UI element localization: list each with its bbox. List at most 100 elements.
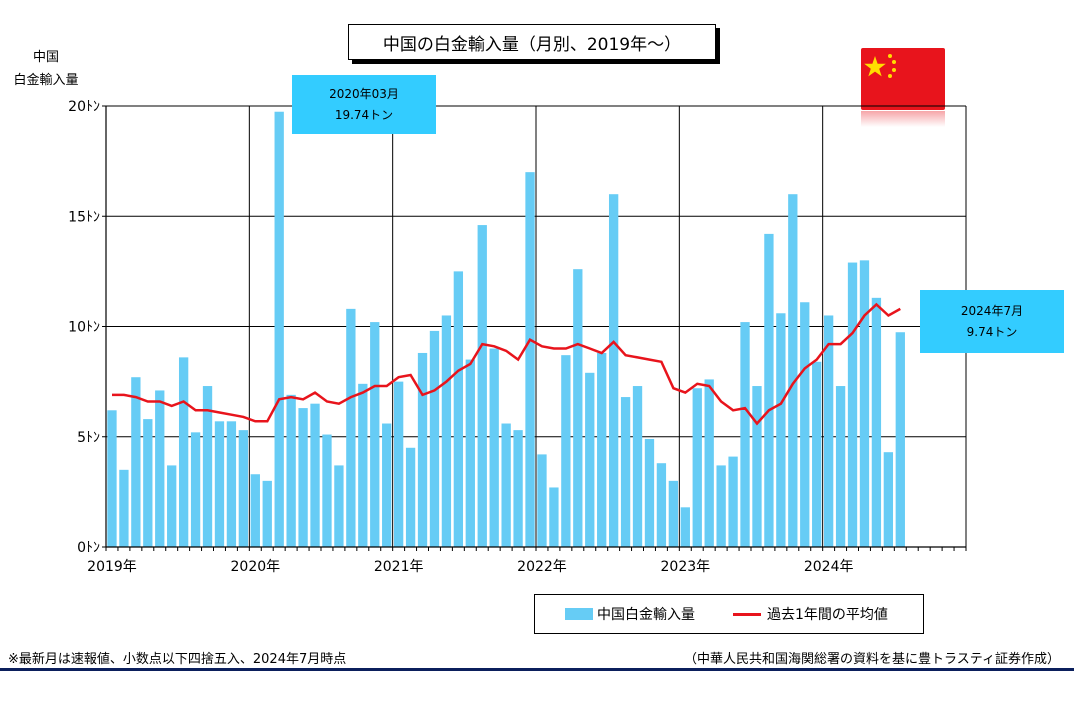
bar-43: [620, 397, 631, 547]
bar-50: [704, 379, 714, 547]
bar-57: [788, 194, 798, 547]
y-tick-labels: 0ﾄﾝ 5ﾄﾝ 10ﾄﾝ 15ﾄﾝ 20ﾄﾝ: [68, 99, 100, 556]
bar-4: [155, 390, 165, 547]
bar-45: [644, 438, 655, 547]
footnote: ※最新月は速報値、小数点以下四捨五入、2024年7月時点: [8, 652, 347, 667]
x-tick-label-0: 2019年: [87, 559, 137, 575]
bar-65: [883, 452, 894, 547]
y-tick-label-4: 20ﾄﾝ: [68, 99, 100, 115]
bar-53: [740, 322, 750, 547]
chart-legend: 中国白金輸入量 過去1年間の平均値: [534, 594, 924, 634]
flag-reflection: [861, 111, 945, 127]
x-tick-label-1: 2020年: [231, 559, 281, 575]
bottom-rule: [0, 668, 1074, 671]
callout-2020-03: 2020年03月 19.74トン: [292, 75, 436, 134]
bar-1: [119, 469, 129, 547]
bar-13: [262, 480, 272, 547]
chart-title: 中国の白金輸入量（月別、2019年～）: [348, 24, 716, 60]
bar-52: [728, 456, 738, 547]
bar-59: [812, 361, 822, 547]
bar-46: [656, 463, 667, 547]
bar-41: [597, 352, 607, 547]
legend-line-label: 過去1年間の平均値: [767, 607, 888, 623]
bar-58: [800, 302, 810, 547]
bar-66: [895, 332, 905, 547]
bar-36: [537, 454, 547, 547]
bar-10: [226, 421, 237, 547]
bar-series: [107, 111, 905, 547]
bar-23: [382, 423, 392, 547]
bar-22: [370, 322, 380, 547]
y-tick-label-2: 10ﾄﾝ: [68, 320, 100, 336]
x-tick-labels: 2019年 2020年 2021年 2022年 2023年 2024年: [87, 559, 853, 575]
bar-18: [322, 434, 332, 547]
bar-31: [477, 225, 487, 547]
bar-38: [561, 355, 571, 547]
y-tick-label-0: 0ﾄﾝ: [77, 540, 100, 556]
bar-34: [513, 430, 523, 547]
callout-2024-07-value: 9.74トン: [966, 324, 1018, 339]
bar-51: [716, 465, 726, 547]
bar-27: [429, 330, 440, 547]
bar-15: [286, 394, 296, 547]
legend-line-swatch: [733, 612, 761, 616]
bar-17: [310, 403, 320, 547]
bar-40: [585, 372, 595, 547]
legend-bar-label: 中国白金輸入量: [597, 607, 695, 623]
bar-28: [441, 315, 452, 547]
bar-25: [405, 447, 416, 547]
bar-44: [632, 386, 643, 547]
callout-2020-03-date: 2020年03月: [329, 86, 399, 101]
bar-60: [823, 315, 834, 547]
china-flag-icon: [861, 48, 945, 110]
bar-35: [525, 172, 535, 547]
bar-42: [608, 194, 619, 547]
y-tick-label-1: 5ﾄﾝ: [77, 430, 100, 446]
bar-20: [346, 308, 356, 547]
source-note: （中華人民共和国海関総署の資料を基に豊トラスティ証券作成）: [684, 652, 1060, 667]
legend-bar-swatch: [565, 608, 593, 620]
bar-61: [835, 386, 846, 547]
bar-64: [871, 297, 882, 547]
bar-37: [549, 487, 559, 547]
callout-2024-07-date: 2024年7月: [960, 303, 1024, 318]
average-line: [112, 302, 901, 426]
bar-9: [214, 421, 225, 547]
bar-0: [107, 410, 117, 547]
callout-2020-03-value: 19.74トン: [334, 107, 394, 122]
bar-47: [668, 480, 679, 547]
bar-2: [131, 377, 141, 547]
bar-62: [847, 262, 858, 547]
bar-3: [143, 419, 153, 547]
bar-49: [692, 388, 702, 547]
bar-8: [202, 386, 213, 547]
bar-6: [178, 357, 189, 547]
bar-39: [573, 269, 583, 547]
bar-48: [680, 507, 690, 547]
bar-33: [501, 423, 511, 547]
x-tick-label-5: 2024年: [804, 559, 854, 575]
bar-54: [752, 386, 762, 547]
bar-7: [190, 432, 201, 547]
bar-12: [250, 474, 260, 547]
chart-axes: [102, 105, 967, 551]
x-tick-label-4: 2023年: [661, 559, 711, 575]
bar-55: [764, 233, 774, 547]
bar-19: [334, 465, 344, 547]
x-tick-label-2: 2021年: [374, 559, 424, 575]
x-tick-label-3: 2022年: [517, 559, 567, 575]
bar-29: [453, 271, 464, 547]
bar-32: [489, 348, 499, 547]
bar-14: [274, 111, 284, 547]
callout-2024-07: 2024年7月 9.74トン: [920, 290, 1064, 353]
bar-21: [358, 383, 368, 547]
y-axis-label: 中国 白金輸入量: [13, 50, 79, 88]
bar-56: [776, 313, 786, 547]
y-tick-label-3: 15ﾄﾝ: [68, 209, 100, 225]
bar-26: [417, 352, 428, 547]
bar-24: [393, 381, 404, 547]
bar-30: [465, 359, 475, 547]
bar-16: [298, 408, 308, 547]
bar-11: [238, 430, 249, 547]
